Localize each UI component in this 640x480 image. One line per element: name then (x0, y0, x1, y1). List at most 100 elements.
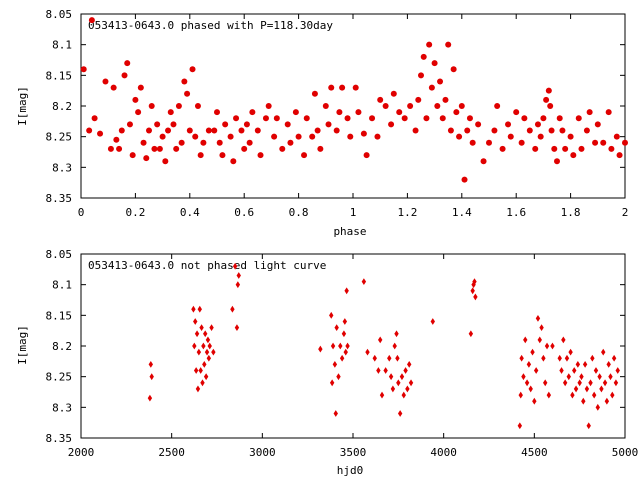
unphased-data-point (341, 330, 347, 338)
phased-data-point (458, 103, 465, 109)
phased-data-point (328, 84, 335, 91)
unphased-plot-frame (80, 253, 626, 439)
phased-data-point (453, 109, 460, 116)
unphased-data-point (579, 373, 584, 381)
phased-x-tick-label: 0 (78, 206, 85, 219)
phased-data-point (265, 103, 272, 109)
phased-data-point (173, 145, 180, 152)
phased-data-point (159, 133, 166, 140)
unphased-data-point (338, 342, 343, 350)
unphased-data-point (613, 379, 619, 387)
phased-x-tick-label: 1.4 (452, 206, 472, 219)
phased-data-point (486, 139, 492, 146)
phased-y-tick-label: 8.25 (46, 131, 73, 144)
phased-x-tick-label: 2 (622, 206, 629, 219)
unphased-data-point (528, 385, 533, 393)
unphased-data-point (207, 342, 212, 350)
phased-data-point (102, 78, 109, 85)
phased-data-point (135, 109, 142, 116)
unphased-data-point (365, 348, 370, 356)
phased-data-point (450, 66, 457, 73)
unphased-data-point (334, 324, 339, 331)
unphased-data-point (379, 391, 385, 399)
phased-data-point (548, 127, 555, 134)
unphased-data-point (610, 391, 615, 399)
unphased-x-tick-label: 2500 (158, 446, 185, 459)
unphased-data-point (591, 391, 597, 399)
phased-data-point (570, 152, 577, 159)
unphased-data-point (568, 348, 573, 356)
phased-data-point (464, 127, 471, 134)
phased-data-point (118, 127, 125, 134)
phased-data-point (292, 109, 299, 116)
phased-data-point (505, 121, 512, 128)
phased-data-point (80, 66, 87, 73)
phased-data-point (230, 158, 237, 165)
phased-data-point (143, 155, 150, 162)
unphased-data-point (343, 348, 348, 356)
phased-x-tick-label: 0.8 (289, 206, 309, 219)
unphased-data-point (201, 342, 206, 350)
phased-data-point (154, 121, 161, 128)
phased-data-point (551, 145, 558, 152)
phased-data-point (140, 139, 147, 146)
unphased-panel-title: 053413-0643.0 not phased light curve (88, 259, 326, 272)
unphased-data-point (519, 354, 524, 362)
phased-x-tick-label: 0.4 (180, 206, 200, 219)
phased-data-point (388, 121, 395, 128)
phased-data-point (165, 127, 172, 134)
phased-data-point (325, 121, 332, 128)
phased-data-point (126, 121, 133, 128)
phased-data-point (219, 152, 226, 159)
unphased-data-point (566, 373, 571, 381)
phased-data-point (456, 133, 463, 140)
unphased-data-point (193, 367, 199, 374)
phased-data-point (418, 72, 424, 79)
phased-data-point (273, 115, 280, 122)
unphased-data-point (193, 318, 198, 325)
unphased-data-point (205, 336, 211, 344)
unphased-data-point (572, 367, 577, 374)
unphased-data-point (582, 361, 588, 368)
unphased-data-point (518, 391, 523, 399)
phased-data-point (214, 109, 220, 116)
phased-data-point (146, 127, 152, 134)
phased-data-point (257, 152, 264, 159)
unphased-data-point (199, 324, 204, 331)
phased-data-point (360, 130, 367, 137)
phased-data-point (401, 115, 408, 122)
phased-data-point (475, 121, 482, 128)
unphased-data-point (330, 342, 336, 350)
unphased-panel-xlabel: hjd0 (337, 464, 364, 477)
phased-y-tick-label: 8.15 (46, 69, 73, 82)
phased-data-point (186, 127, 193, 134)
phased-data-point (412, 127, 419, 134)
unphased-data-point (537, 336, 542, 344)
phased-data-point (151, 145, 158, 152)
phased-data-point (178, 139, 185, 146)
phased-data-point (507, 133, 514, 140)
phased-data-point (113, 136, 120, 143)
phased-y-tick-label: 8.35 (46, 192, 73, 205)
phased-data-point (586, 109, 593, 116)
unphased-data-point (329, 379, 335, 387)
phased-data-point (608, 145, 615, 152)
unphased-y-tick-label: 8.35 (46, 432, 73, 445)
phased-data-point (311, 90, 318, 97)
unphased-data-point (392, 342, 397, 350)
unphased-data-point (590, 354, 595, 362)
phased-data-point (181, 78, 188, 85)
unphased-data-point (403, 367, 408, 374)
phased-data-point (222, 121, 229, 128)
phased-data-point (382, 103, 389, 109)
unphased-data-point (561, 336, 566, 344)
phased-data-point (216, 139, 223, 146)
phased-data-point (121, 72, 128, 79)
phased-data-point (374, 133, 381, 140)
phased-data-point (540, 115, 547, 122)
phased-data-point (494, 103, 501, 109)
unphased-data-point (401, 391, 406, 399)
phased-data-point (241, 145, 248, 152)
unphased-y-tick-label: 8.25 (46, 371, 73, 384)
phased-panel-xlabel: phase (333, 225, 366, 238)
